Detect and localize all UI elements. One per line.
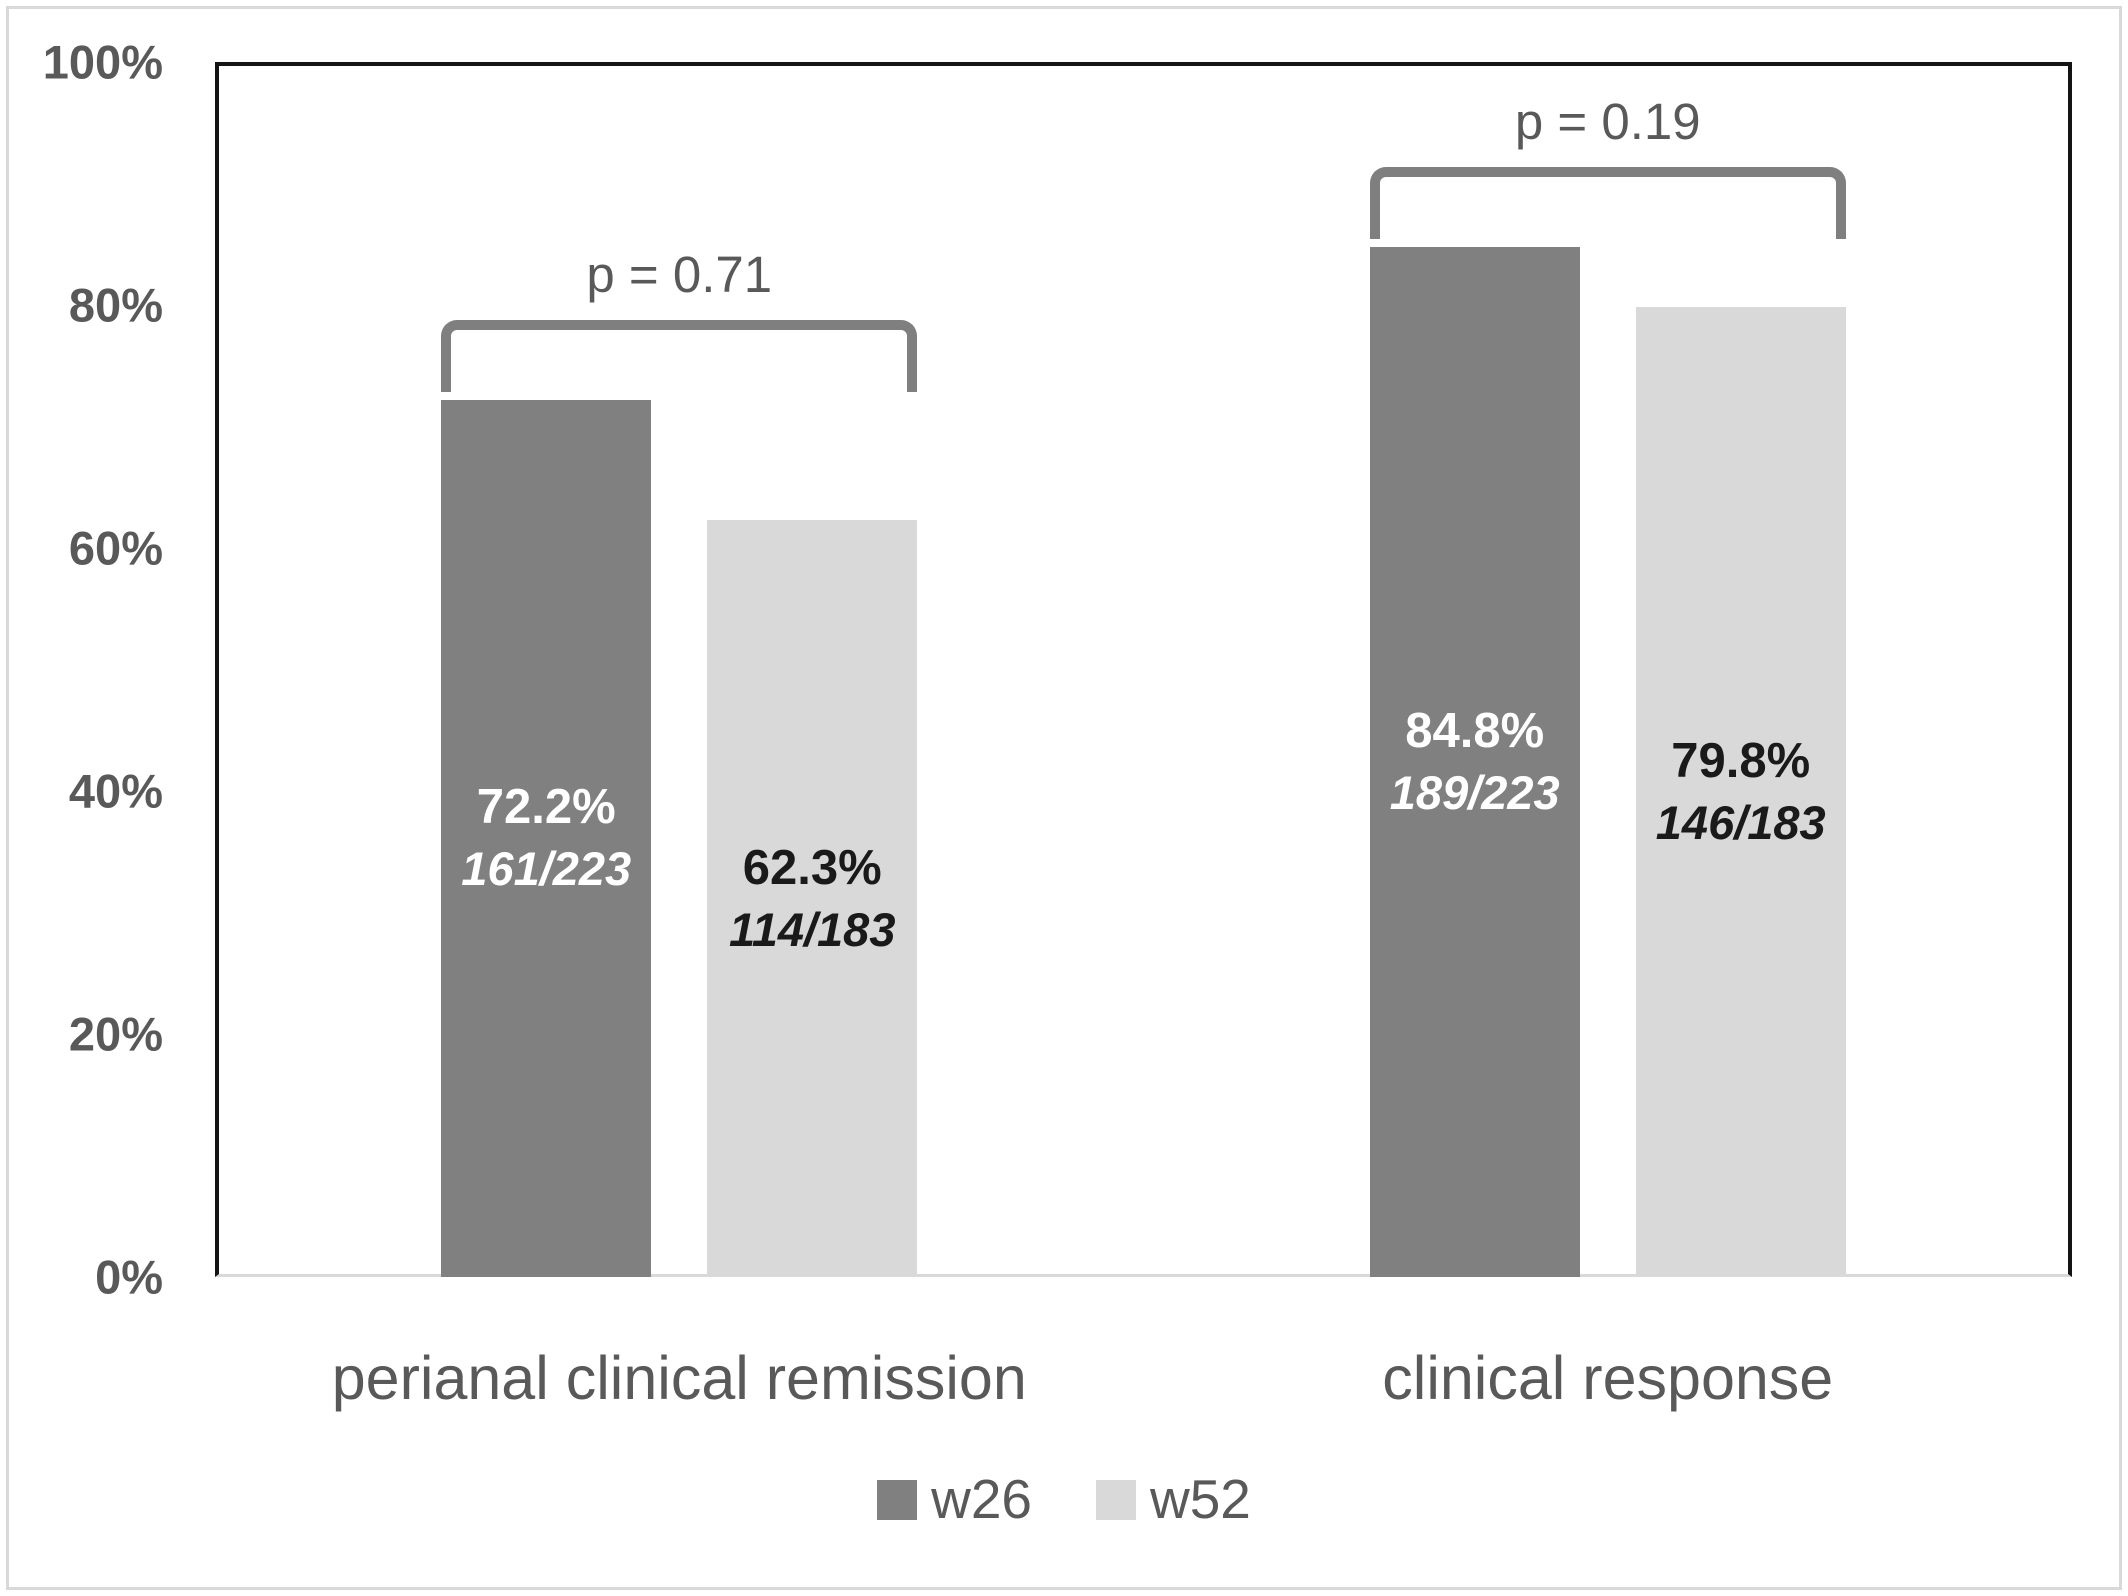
value-fraction-label: 114/183: [729, 902, 896, 956]
bar-label-w26-clinical-response: 84.8% 189/223: [1370, 700, 1580, 824]
y-axis-tick-60: 60%: [68, 521, 163, 575]
p-value-label-clinical-response: p = 0.19: [1514, 92, 1701, 150]
category-label-clinical-response: clinical response: [1382, 1344, 1834, 1412]
y-axis-tick-40: 40%: [68, 764, 163, 818]
value-percent-label: 84.8%: [1405, 703, 1545, 758]
significance-bracket-perianal-clinical-remission: [441, 319, 918, 392]
y-axis-tick-100: 100%: [42, 35, 163, 89]
bar-w26-perianal-clinical-remission: [441, 399, 652, 1277]
bar-w52-clinical-response: [1635, 307, 1846, 1277]
legend-item-w52: w52: [1096, 1472, 1251, 1527]
legend-label-w52: w52: [1150, 1468, 1251, 1530]
y-axis-tick-labels: 0% 20% 40% 60% 80% 100%: [0, 0, 163, 1596]
legend: w26 w52: [0, 1472, 2128, 1527]
bar-w52-perianal-clinical-remission: [707, 520, 918, 1277]
bar-w26-clinical-response: [1369, 246, 1580, 1277]
y-axis-tick-80: 80%: [68, 278, 163, 332]
value-fraction-label: 189/223: [1389, 765, 1560, 819]
significance-bracket-clinical-response: [1369, 166, 1846, 239]
value-percent-label: 72.2%: [476, 780, 616, 835]
legend-swatch-w26: [877, 1479, 918, 1520]
y-axis-tick-20: 20%: [68, 1007, 163, 1061]
value-fraction-label: 146/183: [1655, 796, 1826, 850]
value-percent-label: 62.3%: [742, 840, 882, 895]
bar-label-w52-perianal-clinical-remission: 62.3% 114/183: [707, 837, 917, 961]
bar-label-w26-perianal-clinical-remission: 72.2% 161/223: [441, 776, 651, 900]
legend-swatch-w52: [1096, 1479, 1136, 1520]
p-value-label-perianal-clinical-remission: p = 0.71: [586, 245, 773, 303]
bar-label-w52-clinical-response: 79.8% 146/183: [1636, 730, 1846, 854]
legend-label-w26: w26: [931, 1468, 1032, 1530]
value-fraction-label: 161/223: [461, 842, 632, 896]
legend-item-w26: w26: [877, 1472, 1032, 1527]
value-percent-label: 79.8%: [1671, 734, 1811, 789]
category-label-perianal-clinical-remission: perianal clinical remission: [331, 1344, 1027, 1412]
y-axis-tick-0: 0%: [95, 1250, 163, 1304]
